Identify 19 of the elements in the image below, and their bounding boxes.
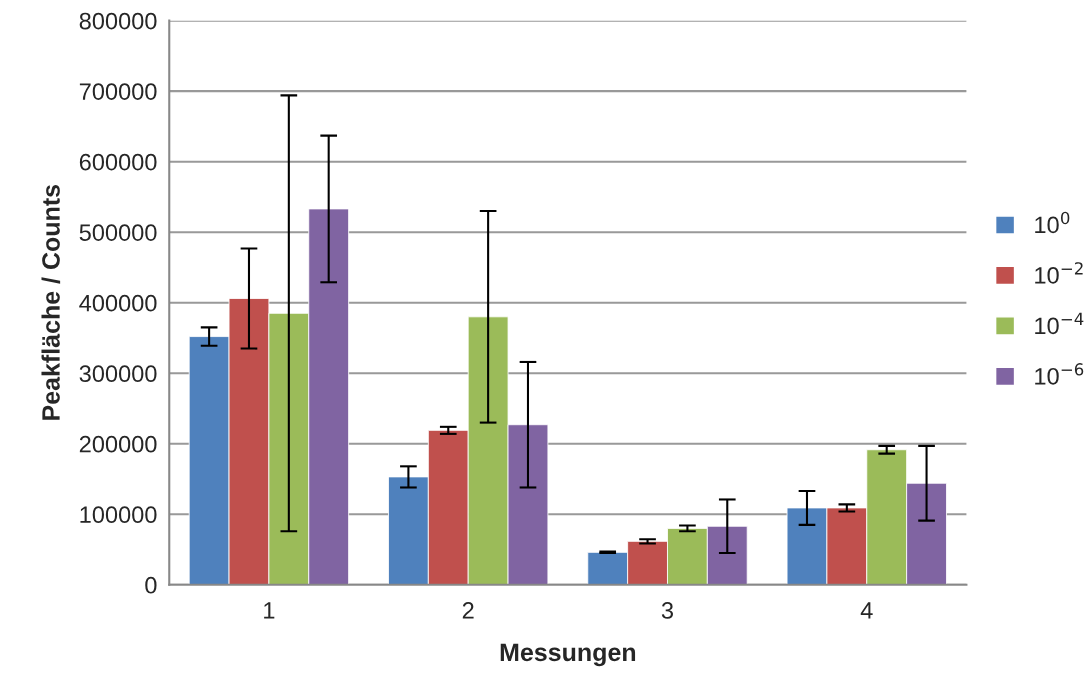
y-axis-title: Peakfläche / Counts [41, 184, 61, 420]
y-tick-label: 0 [145, 576, 157, 594]
y-tick-label: 800000 [79, 12, 157, 30]
x-tick-label: 3 [661, 602, 674, 619]
legend-label: 10$^{0}$ [1035, 211, 1070, 234]
y-tick-label: 400000 [79, 294, 157, 312]
x-tick-label: 4 [860, 602, 873, 619]
x-tick-label: 1 [264, 602, 275, 619]
legend-label: 10$^{−4}$ [1035, 312, 1084, 335]
y-tick-label: 100000 [80, 506, 157, 524]
legend-label: 10$^{−6}$ [1035, 363, 1084, 385]
y-tick-label: 200000 [79, 435, 157, 453]
legend-label: 10$^{−2}$ [1035, 262, 1083, 284]
y-tick-label: 300000 [79, 365, 157, 383]
x-tick-label: 2 [462, 602, 474, 619]
x-axis-title: Messungen [500, 643, 636, 667]
y-tick-label: 700000 [79, 83, 157, 100]
y-tick-label: 500000 [79, 224, 157, 241]
y-tick-label: 600000 [79, 153, 157, 171]
